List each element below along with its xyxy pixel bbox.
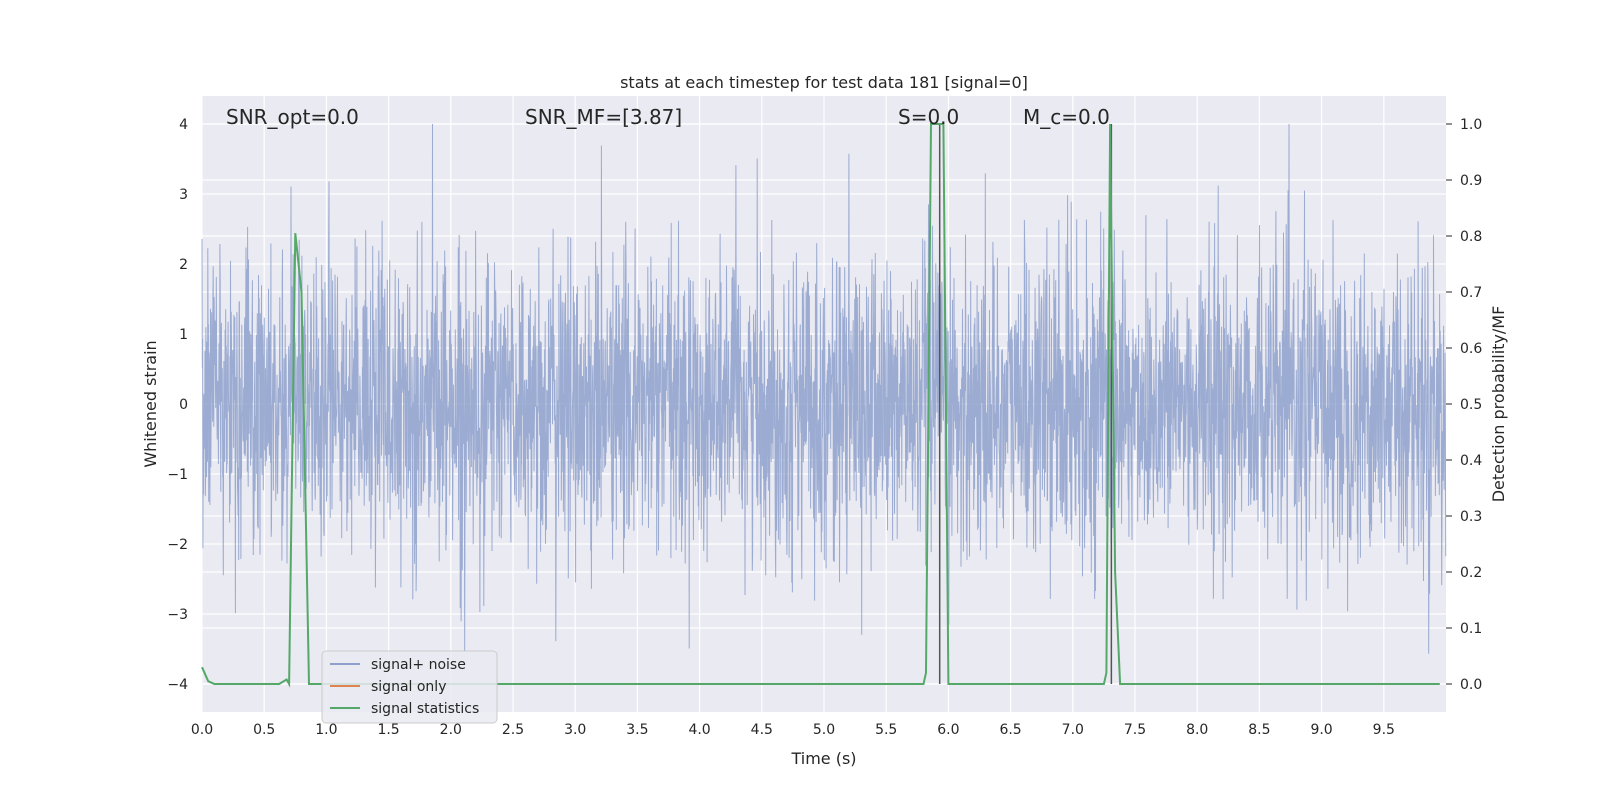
y-right-tick-label-9: 0.1 [1460, 621, 1482, 637]
legend: signal+ noise signal only signal statist… [321, 650, 498, 724]
x-tick-label-3: 1.5 [377, 722, 399, 738]
y-axis-left-ticks: 4 3 2 1 0 −1 −2 −3 −4 [167, 117, 188, 693]
annotation-snr-mf: SNR_MF=[3.87] [525, 105, 682, 129]
x-tick-label-2: 1.0 [315, 722, 337, 738]
x-tick-label-16: 8.0 [1186, 722, 1208, 738]
x-tick-label-15: 7.5 [1124, 722, 1146, 738]
y-left-tick-label-4: 0 [179, 397, 188, 413]
x-tick-label-7: 3.5 [626, 722, 648, 738]
y-left-tick-label-1: 3 [179, 187, 188, 203]
annotation-s: S=0.0 [898, 105, 959, 129]
x-tick-label-5: 2.5 [502, 722, 524, 738]
noise-series [201, 123, 1447, 654]
x-tick-label-11: 5.5 [875, 722, 897, 738]
annotation-snr-opt: SNR_opt=0.0 [226, 105, 359, 129]
stats-series [201, 123, 1440, 688]
y-right-tick-label-0: 1.0 [1460, 117, 1482, 133]
y-axis-right-ticks: 1.0 0.9 0.8 0.7 0.6 0.5 0.4 0.3 0.2 0.1 0.0 [1446, 117, 1482, 693]
y-right-tick-label-10: 0.0 [1460, 677, 1482, 693]
y-right-tick-label-4: 0.6 [1460, 341, 1482, 357]
y-right-tick-label-7: 0.3 [1460, 509, 1482, 525]
stats-line [201, 123, 1440, 688]
y-right-tick-label-2: 0.8 [1460, 229, 1482, 245]
y-right-tick-label-6: 0.4 [1460, 453, 1482, 469]
y-right-tick-label-3: 0.7 [1460, 285, 1482, 301]
x-tick-label-9: 4.5 [751, 722, 773, 738]
x-tick-label-14: 7.0 [1062, 722, 1084, 738]
x-tick-label-18: 9.0 [1310, 722, 1332, 738]
x-tick-label-0: 0.0 [191, 722, 213, 738]
legend-label-signal: signal only [371, 679, 446, 695]
chart-title: stats at each timestep for test data 181… [620, 73, 1028, 92]
x-tick-label-1: 0.5 [253, 722, 275, 738]
y-axis-right-label: Detection probability/MF [1489, 306, 1508, 503]
x-tick-label-8: 4.0 [688, 722, 710, 738]
noise-line [201, 123, 1447, 654]
x-tick-label-4: 2.0 [440, 722, 462, 738]
y-left-tick-label-7: −3 [167, 607, 188, 623]
x-tick-label-19: 9.5 [1373, 722, 1395, 738]
y-left-tick-label-5: −1 [167, 467, 188, 483]
x-axis-label: Time (s) [790, 749, 856, 768]
y-left-tick-label-6: −2 [167, 537, 188, 553]
x-tick-label-17: 8.5 [1248, 722, 1270, 738]
y-right-tick-label-1: 0.9 [1460, 173, 1482, 189]
annotation-mc: M_c=0.0 [1023, 105, 1110, 129]
y-left-tick-label-0: 4 [179, 117, 188, 133]
y-axis-left-label: Whitened strain [141, 340, 160, 467]
x-tick-label-10: 5.0 [813, 722, 835, 738]
y-left-tick-label-3: 1 [179, 327, 188, 343]
y-left-tick-label-2: 2 [179, 257, 188, 273]
x-tick-label-6: 3.0 [564, 722, 586, 738]
legend-label-stats: signal statistics [371, 701, 479, 717]
y-right-tick-label-5: 0.5 [1460, 397, 1482, 413]
x-axis-ticks: 0.0 0.5 1.0 1.5 2.0 2.5 3.0 3.5 4.0 4.5 5.0 5.5 6.0 6… [191, 722, 1395, 738]
legend-label-noise: signal+ noise [371, 657, 466, 673]
y-left-tick-label-8: −4 [167, 677, 188, 693]
x-tick-label-12: 6.0 [937, 722, 959, 738]
legend-box [321, 650, 498, 724]
y-right-tick-label-8: 0.2 [1460, 565, 1482, 581]
x-tick-label-13: 6.5 [999, 722, 1021, 738]
